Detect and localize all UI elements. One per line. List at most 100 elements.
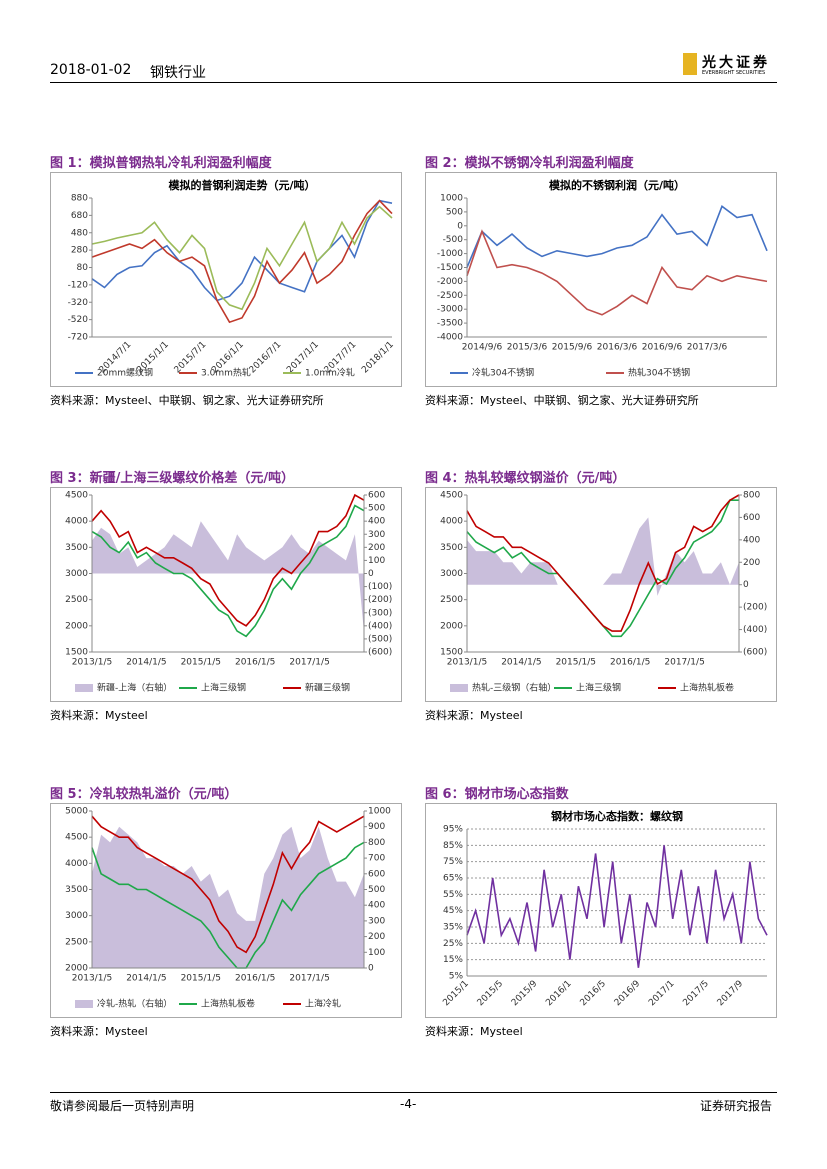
y-tick-label: 1500 [65, 648, 88, 658]
x-tick-label: 2017/1/5 [289, 974, 329, 984]
y2-tick-label: (600) [743, 648, 767, 658]
figure-source: 资料来源：Mysteel、中联钢、钢之家、光大证券研究所 [425, 394, 699, 407]
y-tick-label: 55% [443, 890, 463, 900]
x-tick-label: 2015/5 [476, 979, 505, 1008]
figure-source: 资料来源：Mysteel [50, 1025, 148, 1038]
y-tick-label: -1500 [437, 263, 463, 273]
y-tick-label: 25% [443, 939, 463, 949]
y-tick-label: -120 [68, 280, 89, 290]
x-tick-label: 2017/1/5 [664, 658, 704, 668]
x-tick-label: 2015/1/5 [181, 658, 221, 668]
x-tick-label: 2016/1 [544, 979, 573, 1008]
chart: 模拟的普钢利润走势（元/吨） -720 -520 -320 -120 80 280 480 68… [50, 172, 402, 387]
line [466, 205, 768, 268]
y-tick-label: -2000 [437, 277, 463, 287]
area [92, 826, 364, 968]
y2-tick-label: (300) [368, 608, 392, 618]
y2-tick-label: 1000 [368, 807, 391, 817]
figure-caption: 图 6：钢材市场心态指数 [425, 787, 569, 802]
legend-swatch [75, 1000, 93, 1008]
y-tick-label: 0 [457, 221, 463, 231]
x-tick-label: 2014/1/5 [501, 658, 541, 668]
y2-tick-label: 800 [743, 491, 760, 501]
chart-frame [425, 487, 777, 702]
figure-source: 资料来源：Mysteel [425, 1025, 523, 1038]
y-tick-label: 2000 [65, 621, 88, 631]
y2-tick-label: (400) [743, 625, 767, 635]
legend-label: 上海热轧板卷 [680, 682, 734, 694]
y-tick-label: 2000 [65, 964, 88, 974]
y-tick-label: 480 [71, 228, 88, 238]
x-tick-label: 2016/7/1 [248, 340, 284, 376]
x-tick-label: 2014/1/5 [126, 658, 166, 668]
chart-frame [50, 172, 402, 387]
y2-tick-label: 200 [743, 558, 760, 568]
chart: 模拟的不锈钢利润（元/吨） -4000 -3500 -3000 -2500 -2000 -1… [425, 172, 777, 387]
legend-swatch [450, 684, 468, 692]
legend-label: 新疆-上海（右轴） [97, 682, 172, 694]
y2-tick-label: 600 [368, 491, 385, 501]
line [466, 845, 768, 968]
y-tick-label: 2000 [440, 621, 463, 631]
x-tick-label: 2013/1/5 [72, 658, 112, 668]
y2-tick-label: 900 [368, 822, 385, 832]
x-tick-label: 2015/1 [441, 979, 470, 1008]
y2-tick-label: 0 [368, 569, 374, 579]
footer-report: 证券研究报告 [700, 1099, 773, 1113]
x-tick-label: 2016/9/6 [642, 343, 683, 353]
legend-label: 1.0mm冷轧 [305, 367, 355, 379]
y-tick-label: 1500 [440, 648, 463, 658]
logo-mark [683, 53, 697, 75]
x-tick-label: 2015/1/5 [181, 974, 221, 984]
y2-tick-label: 0 [368, 964, 374, 974]
y-tick-label: 80 [77, 263, 89, 273]
y-tick-label: 15% [443, 955, 463, 965]
chart: 钢材市场心态指数：螺纹钢 5% 15% 25% 35% 45% 55% 65% 75% 85% 95… [425, 803, 777, 1018]
legend-label: 20mm螺纹钢 [97, 367, 153, 379]
x-tick-label: 2015/3/6 [507, 343, 548, 353]
y-tick-label: -520 [68, 315, 89, 325]
x-tick-label: 2017/1/5 [289, 658, 329, 668]
y2-tick-label: 200 [368, 543, 385, 553]
legend-label: 3.0mm热轧 [201, 367, 251, 379]
y-tick-label: 3000 [65, 569, 88, 579]
y-tick-label: -320 [68, 298, 89, 308]
header-industry: 钢铁行业 [150, 65, 206, 81]
y-tick-label: 880 [71, 194, 88, 204]
y-tick-label: 1000 [440, 194, 463, 204]
line [466, 494, 740, 632]
legend-label: 上海冷轧 [305, 998, 341, 1010]
y-tick-label: 4500 [440, 491, 463, 501]
chart-frame [425, 803, 777, 1018]
legend-label: 热轧-三级钢（右轴） [472, 682, 556, 694]
y-tick-label: 2500 [65, 937, 88, 947]
line [91, 841, 365, 969]
chart-title: 模拟的普钢利润走势（元/吨） [168, 178, 315, 192]
y-tick-label: 5000 [65, 807, 88, 817]
figure-caption: 图 1：模拟普钢热轧冷轧利润盈利幅度 [50, 156, 272, 171]
y-tick-label: 2500 [440, 595, 463, 605]
footer-disclaimer: 敬请参阅最后一页特别声明 [50, 1099, 195, 1113]
y-tick-label: -3000 [437, 305, 463, 315]
line [466, 229, 768, 316]
chart-frame [50, 803, 402, 1018]
y2-tick-label: 600 [743, 513, 760, 523]
line [91, 199, 393, 302]
y2-tick-label: 600 [368, 869, 385, 879]
legend-label: 冷轧-热轧（右轴） [97, 998, 172, 1010]
y-tick-label: 3500 [65, 885, 88, 895]
chart-frame [50, 487, 402, 702]
y2-tick-label: (500) [368, 634, 392, 644]
y-tick-label: -500 [443, 235, 464, 245]
y-tick-label: 500 [446, 207, 463, 217]
x-tick-label: 2013/1/5 [72, 974, 112, 984]
y2-tick-label: (200) [743, 603, 767, 613]
logo-en: EVERBRIGHT SECURITIES [702, 70, 766, 76]
figure-caption: 图 4：热轧较螺纹钢溢价（元/吨） [425, 471, 626, 486]
y-tick-label: -2500 [437, 291, 463, 301]
x-tick-label: 2016/1/5 [610, 658, 650, 668]
x-tick-label: 2016/5 [579, 979, 608, 1008]
y2-tick-label: 200 [368, 932, 385, 942]
y-tick-label: -1000 [437, 249, 463, 259]
